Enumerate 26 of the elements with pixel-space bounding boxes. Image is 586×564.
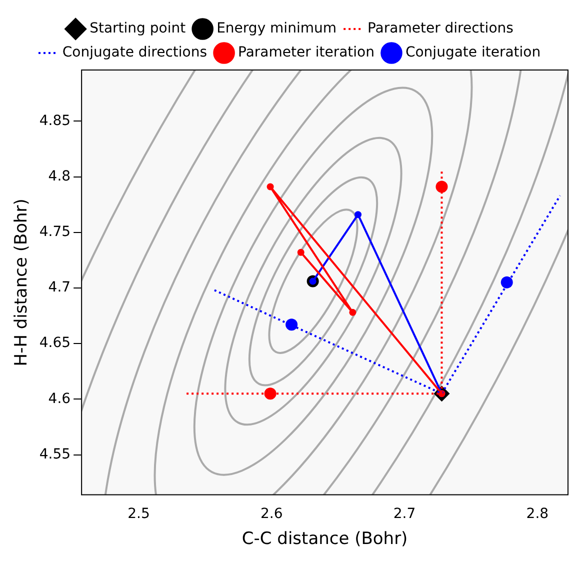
legend-label: Parameter iteration (238, 44, 374, 61)
y-tick-label: 4.8 (48, 168, 71, 184)
y-axis-title: H-H distance (Bohr) (12, 198, 32, 366)
legend-label: Conjugate directions (62, 44, 208, 61)
point (264, 388, 276, 400)
y-tick-label: 4.6 (48, 390, 71, 407)
point (266, 183, 274, 190)
point (500, 276, 513, 288)
legend-label: Conjugate iteration (405, 44, 541, 61)
legend-label: Parameter directions (367, 20, 514, 37)
y-tick-label: 4.85 (39, 112, 71, 129)
y-tick-label: 4.65 (39, 335, 71, 352)
point (297, 248, 304, 256)
y-tick-label: 4.7 (48, 280, 71, 296)
x-tick-label: 2.5 (128, 506, 150, 522)
x-tick-label: 2.6 (260, 506, 283, 522)
y-tick-label: 4.55 (39, 446, 71, 462)
legend-label: Starting point (90, 20, 186, 37)
point (286, 318, 298, 331)
point (354, 211, 362, 218)
point (349, 308, 356, 316)
x-axis-title: C-C distance (Bohr) (242, 529, 408, 550)
x-tick-label: 2.8 (526, 506, 549, 522)
legend-label: Energy minimum (216, 20, 336, 37)
y-tick-label: 4.75 (39, 224, 71, 240)
x-tick-label: 2.7 (393, 506, 416, 522)
